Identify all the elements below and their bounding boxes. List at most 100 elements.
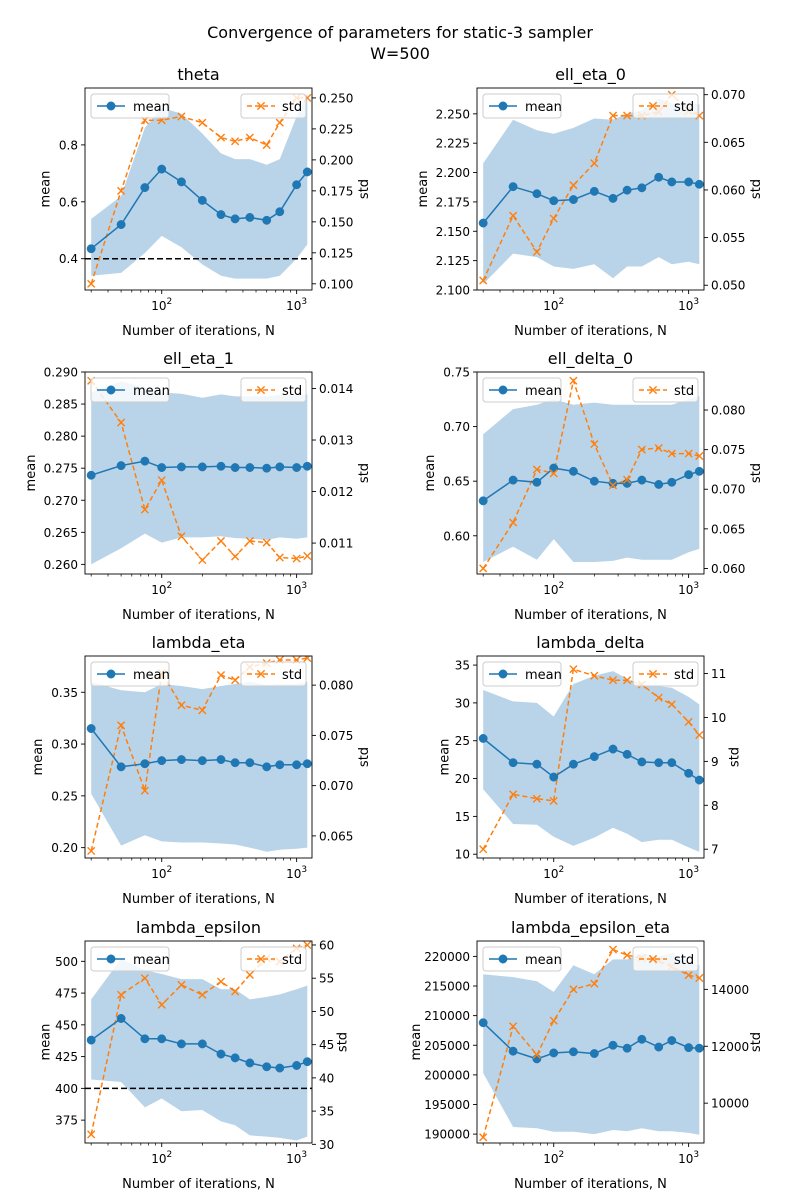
y-right-tick-label: 0.012 xyxy=(319,485,353,499)
mean-point xyxy=(292,1061,302,1070)
mean-point xyxy=(608,1040,618,1050)
subplot-title: ell_eta_0 xyxy=(555,65,626,85)
std-point xyxy=(303,656,312,663)
y-right-tick-label: 0.011 xyxy=(319,537,353,551)
mean-point xyxy=(275,462,285,472)
mean-point xyxy=(275,1063,285,1073)
mean-point xyxy=(245,1058,255,1068)
x-tick-label: 102 xyxy=(543,581,564,597)
std-point xyxy=(590,671,599,680)
x-tick-label: 102 xyxy=(151,297,172,313)
y-left-tick-label: 375 xyxy=(55,1114,78,1128)
mean-point xyxy=(568,466,578,476)
mean-point xyxy=(245,213,255,222)
y-left-tick-label: 2.250 xyxy=(436,107,470,121)
legend-mean: mean xyxy=(482,661,562,687)
mean-point xyxy=(157,1034,167,1044)
plot-frame xyxy=(84,371,313,575)
legend-mean-label: mean xyxy=(525,953,562,968)
mean-point xyxy=(637,757,647,767)
std-point xyxy=(509,1022,518,1031)
y-left-tick-label: 0.25 xyxy=(51,789,78,803)
std-point xyxy=(198,990,207,999)
legend-mean-box xyxy=(90,93,170,119)
std-point xyxy=(695,730,704,740)
legend-mean-box xyxy=(90,377,170,403)
legend-std: std xyxy=(632,93,699,119)
legend-std-marker xyxy=(648,385,658,395)
legend-std-label: std xyxy=(674,953,694,968)
x-tick-label: 103 xyxy=(678,865,699,881)
legend-std-label: std xyxy=(674,668,694,683)
mean-point xyxy=(608,193,618,203)
std-point xyxy=(569,985,578,994)
std-point xyxy=(569,181,578,190)
std-point xyxy=(637,445,646,454)
y-left-tick-label: 0.20 xyxy=(51,841,78,855)
std-point xyxy=(231,987,240,996)
y-left-tick-label: 20 xyxy=(455,772,470,786)
legend-std-label: std xyxy=(674,384,694,399)
legend-std-label: std xyxy=(674,100,694,115)
y-left-tick-label: 2.150 xyxy=(436,225,470,239)
legend-std-label: std xyxy=(282,384,302,399)
mean-point xyxy=(654,172,664,182)
legend-std-marker xyxy=(648,101,658,111)
mean-point xyxy=(654,480,664,489)
y-right-tick-label: 9 xyxy=(711,755,719,769)
std-point xyxy=(303,551,312,561)
std-point xyxy=(140,505,149,514)
mean-point xyxy=(478,1018,488,1028)
y-left-tick-label: 190000 xyxy=(424,1128,470,1142)
y-right-tick-label: 40 xyxy=(319,1071,334,1085)
plot-frame xyxy=(476,371,705,575)
legend-mean: mean xyxy=(90,661,170,687)
mean-point xyxy=(140,183,150,193)
y-right-tick-label: 50 xyxy=(319,1005,334,1019)
mean-point xyxy=(197,462,207,472)
std-point xyxy=(117,418,126,427)
mean-point xyxy=(637,475,647,485)
std-point xyxy=(608,945,618,954)
std-point xyxy=(140,786,149,795)
mean-point xyxy=(622,749,632,759)
std-point xyxy=(623,676,632,685)
y-left-tick-label: 0.30 xyxy=(51,738,78,752)
y-left-tick-label: 0.4 xyxy=(59,252,78,266)
y-right-tick-label: 12000 xyxy=(711,1040,749,1054)
std-point xyxy=(117,990,126,999)
mean-point xyxy=(508,758,518,768)
y-right-tick-label: 0.070 xyxy=(711,483,745,497)
legend-std: std xyxy=(240,93,307,119)
mean-point xyxy=(608,744,618,754)
std-point xyxy=(245,536,254,546)
x-tick-label: 102 xyxy=(543,865,564,881)
legend-mean-box xyxy=(90,946,170,972)
y-left-tick-label: 0.75 xyxy=(443,366,470,380)
mean-point xyxy=(245,463,255,472)
y-right-tick-label: 8 xyxy=(711,799,719,813)
y-left-tick-label: 210000 xyxy=(424,1009,470,1023)
mean-point xyxy=(532,759,542,769)
mean-band xyxy=(91,958,308,1141)
y-left-tick-label: 2.200 xyxy=(436,166,470,180)
std-point xyxy=(216,536,226,546)
std-point xyxy=(216,671,226,680)
std-point xyxy=(231,552,240,561)
y-left-tick-label: 0.8 xyxy=(59,138,78,152)
y-right-tick-label: 60 xyxy=(319,938,334,952)
mean-point xyxy=(694,179,704,189)
mean-band xyxy=(91,93,308,279)
y-right-tick-label: 14000 xyxy=(711,983,749,997)
x-tick-label: 103 xyxy=(286,581,307,597)
mean-point xyxy=(667,177,677,187)
mean-point xyxy=(262,762,272,772)
y-right-tick-label: 10000 xyxy=(711,1097,749,1111)
std-point xyxy=(87,846,96,856)
std-point xyxy=(654,693,663,702)
legend-std-marker xyxy=(256,385,266,395)
mean-point xyxy=(478,496,488,506)
y-left-axis-label: mean xyxy=(438,739,453,776)
y-right-tick-label: 0.080 xyxy=(319,679,353,693)
mean-point xyxy=(568,1047,578,1057)
